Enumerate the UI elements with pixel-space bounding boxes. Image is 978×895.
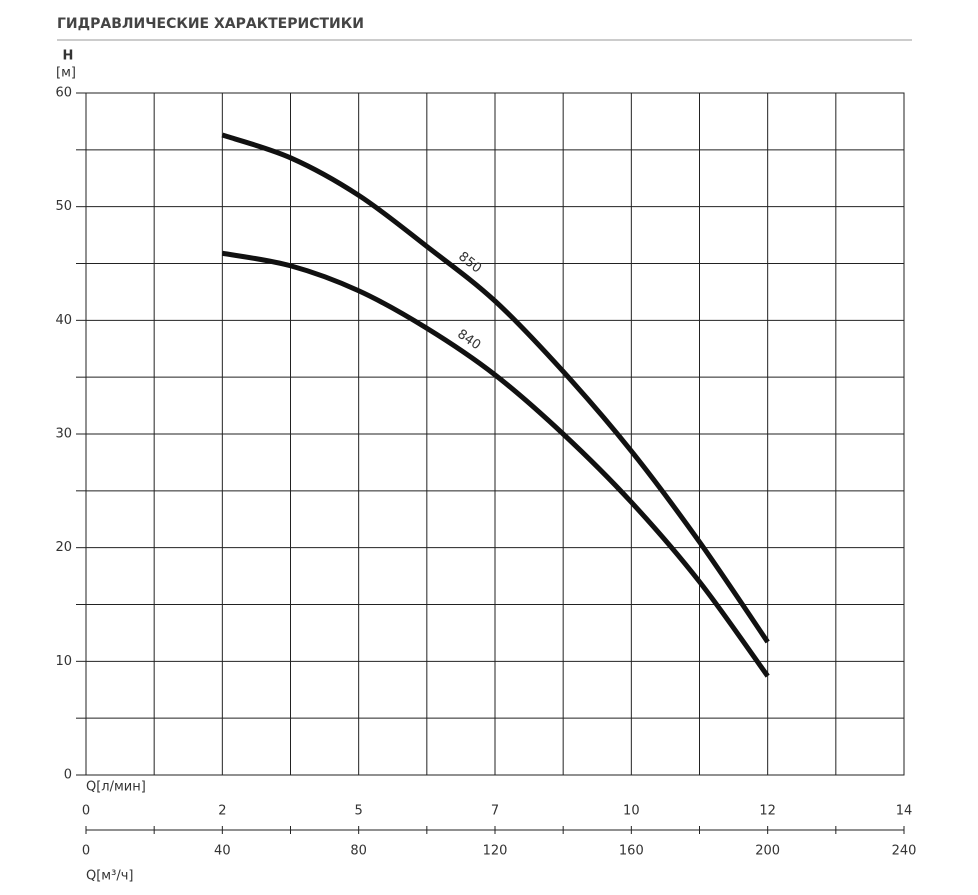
x2-tick-label: 10 — [623, 804, 640, 819]
y-tick-label: 20 — [55, 540, 72, 555]
x-tick-label: 200 — [755, 844, 780, 859]
y-tick-label: 60 — [55, 86, 72, 101]
y-axis-label: H — [63, 49, 74, 64]
y-tick-label: 10 — [55, 654, 72, 669]
x2-tick-label: 14 — [896, 804, 913, 819]
x2-axis-label: Q[л/мин] — [86, 780, 146, 795]
x-tick-label: 120 — [483, 844, 508, 859]
x2-tick-label: 7 — [491, 804, 499, 819]
x2-tick-label: 2 — [218, 804, 226, 819]
y-tick-label: 30 — [55, 427, 72, 442]
y-tick-label: 40 — [55, 313, 72, 328]
x-axis-label: Q[м³/ч] — [86, 869, 133, 884]
plot-frame — [85, 92, 905, 776]
x-tick-label: 0 — [82, 844, 90, 859]
x2-tick-label: 5 — [355, 804, 363, 819]
pump-curve — [221, 250, 770, 678]
pump-curve — [221, 132, 770, 644]
chart-title: ГИДРАВЛИЧЕСКИЕ ХАРАКТЕРИСТИКИ — [57, 16, 364, 32]
x-tick-label: 80 — [350, 844, 367, 859]
y-tick-label: 0 — [64, 768, 72, 783]
x-tick-label: 40 — [214, 844, 231, 859]
y-axis-unit: [м] — [56, 66, 76, 81]
y-tick-label: 50 — [55, 199, 72, 214]
x2-tick-label: 0 — [82, 804, 90, 819]
x-tick-label: 240 — [892, 844, 917, 859]
x2-tick-label: 12 — [759, 804, 776, 819]
x-tick-label: 160 — [619, 844, 644, 859]
